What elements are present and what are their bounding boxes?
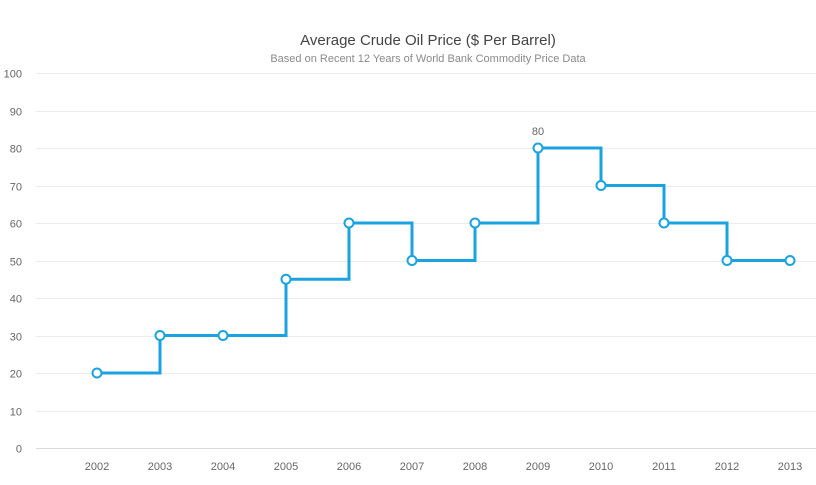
- data-point: [343, 217, 355, 229]
- x-tick-label: 2012: [715, 461, 739, 473]
- x-tick-label: 2006: [337, 461, 361, 473]
- y-tick-label: 40: [10, 294, 22, 306]
- y-tick-label: 20: [10, 369, 22, 381]
- data-point: [469, 217, 481, 229]
- data-point: [658, 217, 670, 229]
- data-point: [154, 330, 166, 341]
- x-tick-label: 2008: [463, 461, 487, 473]
- data-point: [91, 367, 103, 379]
- data-labels: 80: [532, 126, 544, 138]
- x-tick-label: 2003: [148, 461, 172, 473]
- data-point: [406, 255, 418, 266]
- y-tick-label: 70: [10, 182, 22, 194]
- x-tick-label: 2002: [85, 461, 109, 473]
- data-point: [784, 255, 796, 266]
- data-point: [217, 330, 229, 341]
- y-tick-label: 0: [16, 444, 22, 456]
- series-group: [91, 142, 796, 379]
- y-tick-label: 90: [10, 107, 22, 119]
- series-line: [97, 146, 790, 375]
- chart-title: Average Crude Oil Price ($ Per Barrel): [300, 32, 556, 49]
- y-tick-label: 80: [10, 144, 22, 156]
- data-label: 80: [532, 126, 544, 138]
- y-axis-ticks: 0 10 20 30 40 50 60 70 80 90 100: [4, 69, 22, 456]
- data-point: [595, 180, 607, 191]
- y-tick-label: 50: [10, 257, 22, 269]
- x-tick-label: 2004: [211, 461, 235, 473]
- y-tick-label: 10: [10, 407, 22, 419]
- y-tick-label: 60: [10, 219, 22, 231]
- x-tick-label: 2013: [778, 461, 802, 473]
- data-point: [721, 255, 733, 266]
- data-point: [532, 142, 544, 154]
- x-axis-ticks: 2002 2003 2004 2005 2006 2007 2008 2009 2010 2011…: [85, 461, 802, 473]
- chart-subtitle: Based on Recent 12 Years of World Bank C…: [270, 53, 586, 65]
- y-tick-label: 100: [4, 69, 22, 81]
- y-tick-label: 30: [10, 332, 22, 344]
- x-tick-label: 2010: [589, 461, 613, 473]
- x-tick-label: 2005: [274, 461, 298, 473]
- x-tick-label: 2007: [400, 461, 424, 473]
- data-point: [280, 273, 292, 285]
- x-tick-label: 2009: [526, 461, 550, 473]
- x-tick-label: 2011: [652, 461, 676, 473]
